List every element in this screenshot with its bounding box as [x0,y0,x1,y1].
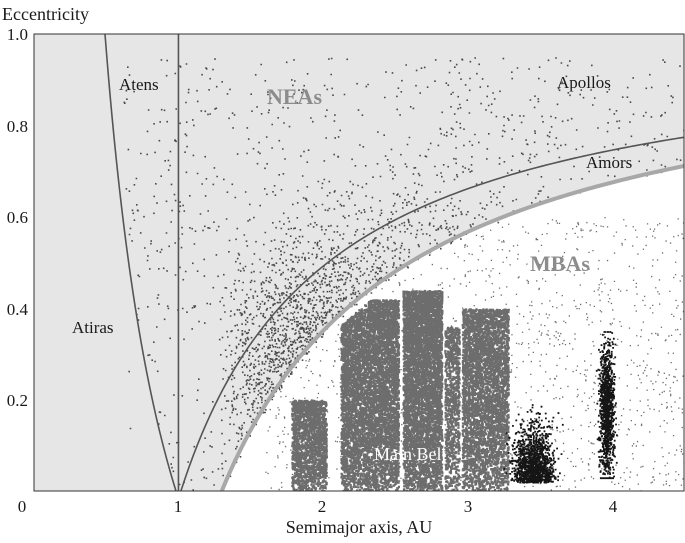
label-amors: Amors [586,153,632,172]
label-main-belt: Main Belt [374,444,447,464]
nea-mba-boundary [219,164,684,491]
x-tick-3: 3 [464,497,473,516]
y-axis-title: Eccentricity [2,4,89,24]
x-tick-4: 4 [609,497,618,516]
nea-region [34,34,684,491]
plot-frame [33,33,685,492]
point-layer [121,57,684,491]
y-tick-0.4: 0.4 [7,300,29,319]
mba-points [265,217,684,491]
label-atens: Atens [119,75,159,94]
x-axis-title: Semimajor axis, AU [286,517,433,537]
label-mbas: MBAs [530,251,590,276]
axes: Eccentricity Semimajor axis, AU 1.0 0.8 … [2,4,618,537]
y-tick-0.6: 0.6 [7,208,28,227]
outer-points [503,331,618,484]
x-tick-1: 1 [174,497,183,516]
nea-points [121,57,684,491]
boundary-curves [104,34,684,491]
label-neas: NEAs [267,84,322,109]
y-tick-0.2: 0.2 [7,391,28,410]
y-tick-0.8: 0.8 [7,117,28,136]
label-atiras: Atiras [72,318,114,337]
label-apollos: Apollos [557,73,611,92]
region-labels: Atens NEAs Apollos Amors MBAs Atiras Mai… [72,73,632,464]
y-tick-1.0: 1.0 [7,25,28,44]
x-tick-2: 2 [318,497,327,516]
apollo-amor-boundary [180,136,684,491]
x-tick-0: 0 [18,497,27,516]
atira-aten-boundary [104,34,177,491]
